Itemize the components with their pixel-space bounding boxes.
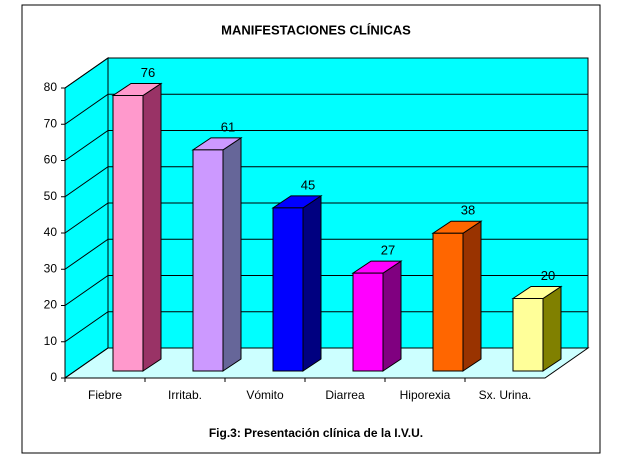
x-tick-label: Vómito (246, 388, 284, 402)
grid-line (64, 347, 588, 379)
x-tick-label: Sx. Urina. (479, 388, 532, 402)
bar (112, 95, 144, 372)
y-tick-label: 30 (44, 261, 58, 275)
grid-line (64, 166, 588, 198)
bar-side (142, 82, 162, 372)
y-tick-label: 40 (44, 225, 58, 239)
grid-line (64, 311, 588, 343)
bar (272, 207, 304, 372)
value-label: 38 (461, 203, 475, 218)
grid-line (64, 238, 588, 270)
bar-side (542, 285, 562, 372)
chart-title: MANIFESTACIONES CLÍNICAS (221, 22, 411, 37)
bar-side (302, 194, 322, 372)
x-tick-label: Diarrea (325, 388, 365, 402)
y-tick-label: 70 (44, 116, 58, 130)
y-tick-label: 80 (44, 80, 58, 94)
x-tick-label: Hiporexia (400, 388, 451, 402)
x-tick-label: Fiebre (88, 388, 122, 402)
value-label: 45 (301, 177, 315, 192)
bar (512, 298, 544, 372)
value-label: 20 (541, 268, 555, 283)
value-label: 27 (381, 243, 395, 258)
y-tick-label: 50 (44, 189, 58, 203)
y-tick-label: 20 (44, 298, 58, 312)
bar (352, 272, 384, 372)
value-label: 61 (221, 119, 235, 134)
caption: Fig.3: Presentación clínica de la I.V.U. (209, 426, 423, 440)
bar (432, 232, 464, 372)
bar-side (382, 260, 402, 372)
grid-line (64, 202, 588, 234)
y-tick-label: 0 (50, 370, 57, 384)
y-tick-label: 60 (44, 153, 58, 167)
grid-line (64, 130, 588, 161)
y-tick-label: 10 (44, 334, 58, 348)
grid-line (64, 275, 588, 306)
grid-line (64, 57, 588, 89)
value-label: 76 (141, 65, 155, 80)
bar-side (462, 220, 482, 372)
bar-side (222, 136, 242, 372)
x-tick-label: Irritab. (168, 388, 202, 402)
grid-line (64, 93, 588, 125)
bar (192, 149, 224, 372)
